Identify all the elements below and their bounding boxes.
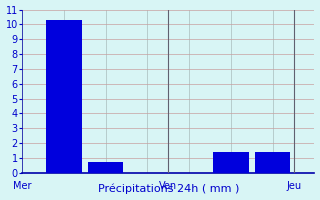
Bar — [88, 162, 123, 173]
Bar — [213, 152, 249, 173]
Text: Mer: Mer — [13, 181, 31, 191]
X-axis label: Précipitations 24h ( mm ): Précipitations 24h ( mm ) — [98, 184, 239, 194]
Bar — [46, 20, 82, 173]
Bar — [255, 152, 291, 173]
Text: Jeu: Jeu — [286, 181, 301, 191]
Text: Ven: Ven — [159, 181, 177, 191]
